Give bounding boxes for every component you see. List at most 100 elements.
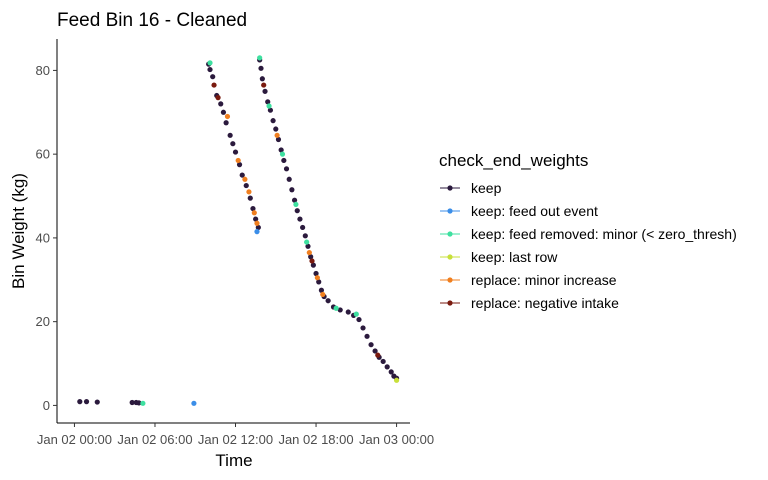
data-point bbox=[333, 305, 339, 311]
data-point bbox=[265, 99, 271, 105]
series-2 bbox=[140, 55, 359, 406]
data-point bbox=[305, 243, 311, 249]
data-point bbox=[262, 88, 268, 94]
data-point bbox=[224, 113, 231, 120]
data-point bbox=[337, 307, 343, 313]
data-point bbox=[254, 220, 260, 226]
legend-item: keep: feed out event bbox=[440, 203, 598, 219]
legend-key-point bbox=[447, 208, 453, 214]
data-point bbox=[257, 55, 263, 61]
data-point bbox=[393, 377, 400, 383]
data-point bbox=[279, 151, 286, 157]
data-point bbox=[247, 195, 253, 201]
data-point bbox=[289, 187, 295, 193]
data-point bbox=[308, 254, 314, 260]
data-point bbox=[283, 166, 290, 172]
data-point bbox=[218, 101, 224, 107]
y-tick-label: 20 bbox=[36, 314, 50, 329]
data-point bbox=[220, 109, 227, 115]
data-point bbox=[304, 239, 310, 245]
data-point bbox=[310, 262, 316, 268]
series-0 bbox=[77, 57, 400, 406]
chart-title: Feed Bin 16 - Cleaned bbox=[57, 10, 247, 31]
data-point bbox=[275, 136, 282, 143]
data-point bbox=[211, 82, 217, 88]
data-point bbox=[364, 333, 370, 339]
data-point bbox=[94, 399, 100, 405]
legend-label: keep bbox=[471, 180, 502, 196]
legend-label: keep: feed out event bbox=[471, 203, 598, 219]
legend-key-point bbox=[447, 300, 453, 306]
y-tick-label: 60 bbox=[36, 147, 50, 162]
x-tick-label: Jan 02 06:00 bbox=[117, 432, 192, 447]
data-point bbox=[380, 358, 386, 365]
data-point bbox=[253, 216, 259, 222]
data-point bbox=[316, 279, 322, 285]
legend-label: replace: negative intake bbox=[471, 295, 619, 311]
y-axis-title: Bin Weight (kg) bbox=[9, 173, 28, 289]
y-tick-label: 0 bbox=[43, 398, 50, 413]
legend-key-point bbox=[447, 185, 453, 191]
data-point bbox=[254, 229, 260, 235]
data-point bbox=[215, 95, 221, 101]
data-point bbox=[223, 120, 229, 126]
data-point bbox=[207, 60, 213, 66]
data-point bbox=[266, 103, 272, 109]
data-point bbox=[259, 76, 265, 82]
x-tick-label: Jan 02 18:00 bbox=[278, 432, 353, 447]
data-point bbox=[297, 216, 303, 222]
data-point bbox=[375, 352, 381, 358]
data-point bbox=[239, 172, 245, 178]
data-point bbox=[360, 325, 366, 331]
legend-key-point bbox=[447, 254, 453, 260]
series-3 bbox=[393, 377, 400, 383]
legend-label: keep: last row bbox=[471, 249, 558, 265]
x-tick-label: Jan 02 00:00 bbox=[37, 432, 112, 447]
data-point bbox=[255, 224, 261, 231]
data-point bbox=[129, 399, 135, 406]
legend-item: keep: last row bbox=[440, 249, 558, 265]
data-point bbox=[368, 342, 374, 348]
data-point bbox=[309, 258, 315, 264]
data-point bbox=[372, 348, 378, 354]
data-point bbox=[210, 74, 216, 80]
x-tick-label: Jan 02 12:00 bbox=[198, 432, 273, 447]
y-tick-label: 80 bbox=[36, 63, 50, 78]
legend-label: replace: minor increase bbox=[471, 272, 617, 288]
data-point bbox=[207, 66, 213, 73]
data-point bbox=[261, 82, 267, 88]
x-axis-ticks: Jan 02 00:00 Jan 02 06:00 Jan 02 12:00 Jan … bbox=[37, 423, 434, 447]
data-point bbox=[232, 149, 239, 155]
data-point bbox=[267, 107, 274, 113]
data-point bbox=[251, 210, 257, 216]
data-point bbox=[291, 197, 298, 203]
data-point bbox=[77, 399, 83, 405]
data-point bbox=[246, 189, 252, 195]
series-4 bbox=[224, 113, 326, 298]
data-point bbox=[136, 400, 142, 406]
data-point bbox=[318, 287, 325, 293]
data-point bbox=[384, 364, 390, 370]
legend-title: check_end_weights bbox=[439, 151, 588, 170]
x-axis-title: Time bbox=[215, 451, 252, 470]
data-point bbox=[274, 132, 280, 138]
data-point bbox=[281, 157, 287, 164]
data-point bbox=[258, 65, 264, 71]
data-point bbox=[230, 141, 236, 147]
legend-label: keep: feed removed: minor (< zero_thresh… bbox=[471, 226, 737, 242]
data-point bbox=[242, 176, 248, 182]
data-point bbox=[278, 147, 284, 153]
data-point bbox=[286, 176, 292, 182]
data-point bbox=[235, 157, 241, 164]
data-point bbox=[191, 400, 197, 406]
y-axis-ticks: 0 20 40 60 80 bbox=[36, 63, 57, 413]
data-point bbox=[325, 298, 331, 304]
data-point bbox=[273, 126, 279, 132]
data-point bbox=[353, 311, 359, 317]
data-point bbox=[294, 208, 300, 214]
plot-area bbox=[77, 55, 400, 406]
legend-item: keep: feed removed: minor (< zero_thresh… bbox=[440, 226, 737, 242]
data-point bbox=[83, 399, 90, 405]
data-point bbox=[300, 224, 306, 231]
